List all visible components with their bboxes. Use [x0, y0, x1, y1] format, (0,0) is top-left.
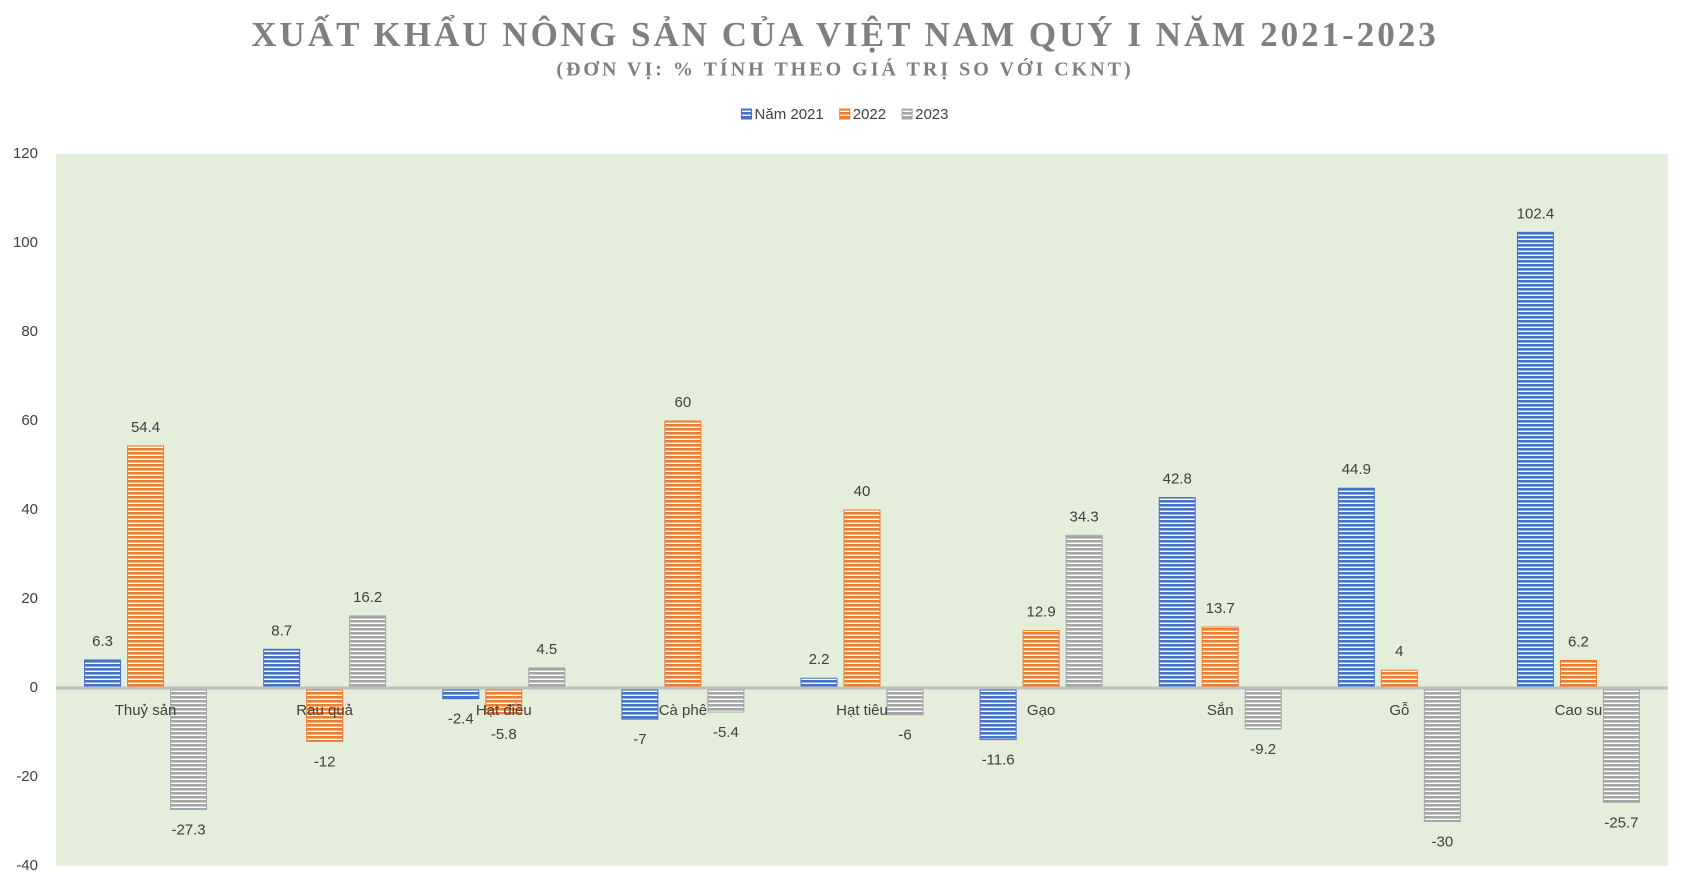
bar — [84, 659, 122, 689]
bar — [1201, 626, 1239, 689]
chart-subtitle: (ĐƠN VỊ: % TÍNH THEO GIÁ TRỊ SO VỚI CKNT… — [556, 57, 1133, 81]
data-label: 16.2 — [353, 589, 382, 606]
bar — [1065, 534, 1103, 689]
x-tick-label: Cà phê — [659, 702, 707, 719]
x-tick-label: Sắn — [1207, 702, 1234, 719]
bar — [979, 687, 1017, 741]
data-label: -30 — [1431, 833, 1453, 850]
data-label: -12 — [314, 753, 336, 770]
bar — [349, 615, 387, 689]
x-tick-label: Gạo — [1027, 702, 1055, 719]
data-label: -2.4 — [448, 711, 474, 728]
data-label: 44.9 — [1342, 461, 1371, 478]
y-tick-label: 80 — [21, 323, 38, 340]
data-label: 2.2 — [809, 651, 830, 668]
x-tick-label: Rau quả — [296, 702, 353, 719]
legend-label: 2022 — [853, 106, 886, 123]
chart-title: XUẤT KHẨU NÔNG SẢN CỦA VIỆT NAM QUÝ I NĂ… — [251, 14, 1439, 54]
data-label: -9.2 — [1250, 741, 1276, 758]
y-tick-label: 120 — [13, 145, 38, 162]
bar — [621, 687, 659, 720]
data-label: 60 — [675, 394, 692, 411]
x-tick-label: Hạt tiêu — [836, 702, 888, 719]
legend-label: Năm 2021 — [755, 106, 824, 123]
bar — [1158, 497, 1196, 689]
data-label: 6.3 — [92, 633, 113, 650]
data-label: 12.9 — [1027, 604, 1056, 621]
data-label: 102.4 — [1517, 205, 1555, 222]
bar — [1380, 669, 1418, 689]
bar — [843, 509, 881, 689]
bar — [1022, 630, 1060, 689]
bar — [263, 648, 301, 689]
data-label: 42.8 — [1163, 471, 1192, 488]
bar — [707, 687, 745, 713]
y-tick-label: 0 — [30, 679, 38, 696]
data-label: -6 — [898, 727, 911, 744]
data-label: 6.2 — [1568, 633, 1589, 650]
data-label: -25.7 — [1604, 814, 1638, 831]
data-label: -5.8 — [491, 726, 517, 743]
bar — [528, 667, 566, 689]
data-label: 13.7 — [1206, 600, 1235, 617]
y-tick-label: 40 — [21, 501, 38, 518]
legend-swatch — [901, 108, 913, 120]
data-label: 54.4 — [131, 419, 160, 436]
bar — [442, 687, 480, 700]
legend-label: 2023 — [915, 106, 948, 123]
bar — [1337, 487, 1375, 689]
bar — [306, 687, 344, 742]
data-label: 40 — [854, 483, 871, 500]
data-label: 4.5 — [536, 641, 557, 658]
bar — [1423, 687, 1461, 822]
legend-swatch — [839, 108, 851, 120]
x-tick-label: Thuỷ sản — [115, 702, 177, 719]
y-tick-label: -20 — [16, 768, 38, 785]
legend: Năm 2021 2022 2023 — [741, 106, 948, 123]
data-label: -5.4 — [713, 724, 739, 741]
bar — [1559, 659, 1597, 689]
y-tick-label: 60 — [21, 412, 38, 429]
x-tick-label: Hạt điều — [476, 702, 532, 719]
bar — [664, 420, 702, 689]
data-label: 8.7 — [271, 622, 292, 639]
y-tick-label: 20 — [21, 590, 38, 607]
bar — [1516, 231, 1554, 689]
bar — [886, 687, 924, 716]
bar — [1602, 687, 1640, 803]
data-label: 4 — [1395, 643, 1403, 660]
data-label: -7 — [633, 731, 646, 748]
y-tick-label: -40 — [16, 857, 38, 872]
data-label: 34.3 — [1070, 508, 1099, 525]
x-tick-label: Gỗ — [1389, 702, 1409, 719]
data-label: -27.3 — [171, 821, 205, 838]
bar — [170, 687, 208, 810]
x-tick-label: Cao su — [1555, 702, 1603, 719]
bar — [1244, 687, 1282, 730]
y-tick-label: 100 — [13, 234, 38, 251]
bar — [127, 445, 165, 689]
data-label: -11.6 — [982, 752, 1015, 769]
legend-swatch — [741, 108, 753, 120]
